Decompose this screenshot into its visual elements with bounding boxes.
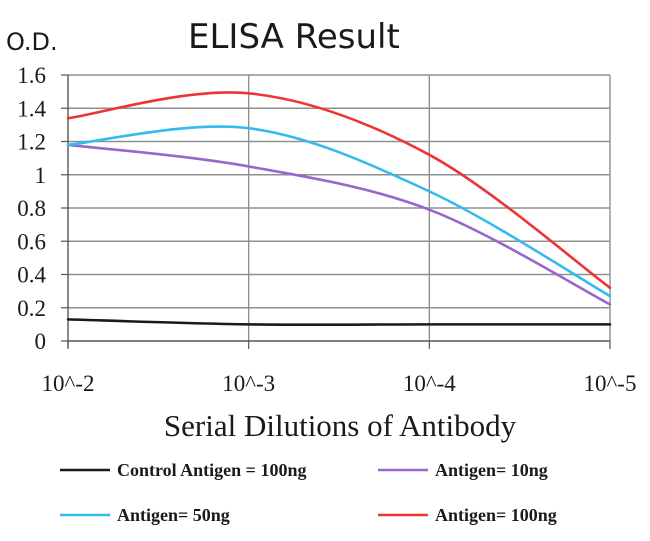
x-ticks: 10^-2 10^-3 10^-4 10^-5 (42, 371, 637, 396)
y-tick-label: 1.4 (17, 96, 46, 121)
y-ticks: 0 0.2 0.4 0.6 0.8 1 1.2 1.4 1.6 (17, 63, 46, 354)
y-axis-label: O.D. (6, 28, 58, 56)
y-tick-label: 1.6 (17, 63, 46, 88)
x-tick-label: 10^-4 (403, 371, 456, 396)
x-tick-label: 10^-3 (222, 371, 275, 396)
y-tick-label: 1 (35, 163, 47, 188)
y-tick-label: 1.2 (17, 130, 46, 155)
legend: Control Antigen = 100ng Antigen= 10ng Anti… (60, 460, 557, 525)
y-tick-label: 0.6 (17, 229, 46, 254)
series-lines (66, 91, 612, 327)
y-tick-label: 0 (35, 329, 47, 354)
axes (61, 74, 611, 349)
legend-label: Antigen= 50ng (117, 505, 230, 525)
x-tick-label: 10^-5 (584, 371, 637, 396)
legend-label: Antigen= 10ng (435, 460, 548, 480)
y-tick-label: 0.4 (17, 263, 46, 288)
legend-label: Antigen= 100ng (435, 505, 557, 525)
x-tick-label: 10^-2 (42, 371, 95, 396)
series-line-3 (66, 91, 612, 290)
series-line-0 (66, 318, 612, 327)
series-line-2 (66, 125, 612, 298)
y-tick-label: 0.2 (17, 296, 46, 321)
legend-label: Control Antigen = 100ng (117, 460, 306, 480)
x-axis-label: Serial Dilutions of Antibody (164, 408, 517, 443)
y-tick-label: 0.8 (17, 196, 46, 221)
series-line-1 (66, 143, 612, 306)
grid (68, 74, 611, 341)
chart-title: ELISA Result (188, 17, 400, 57)
